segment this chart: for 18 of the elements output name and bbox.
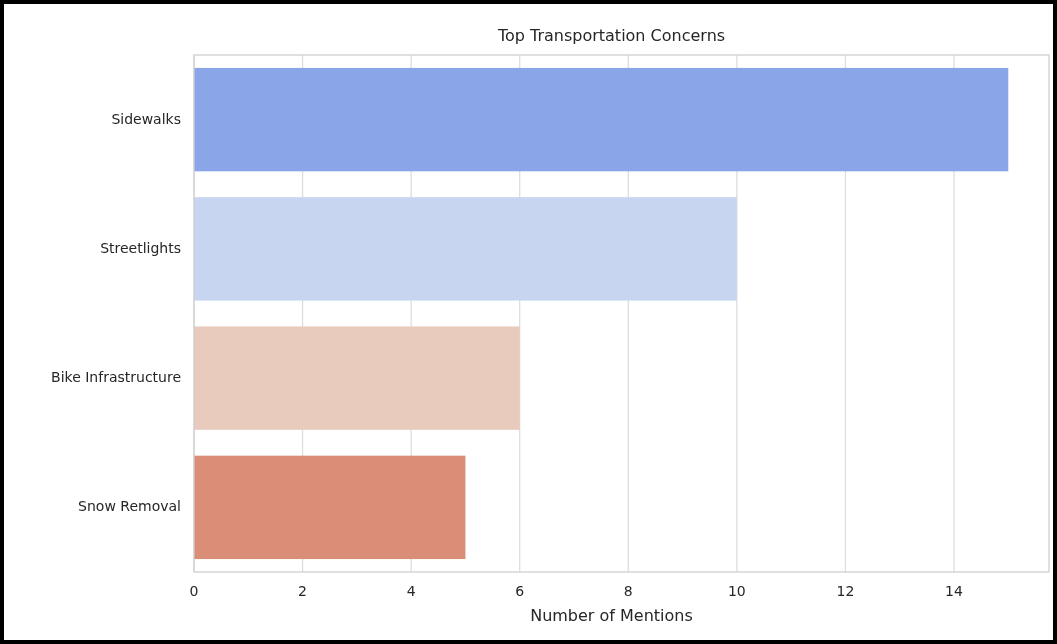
x-tick-label: 10: [727, 583, 746, 599]
bar: [194, 326, 520, 430]
x-tick-label: 4: [406, 583, 416, 599]
bar: [194, 197, 737, 301]
x-tick-label: 14: [945, 583, 963, 599]
x-tick-label: 8: [623, 583, 633, 599]
chart-title: Top Transportation Concerns: [496, 26, 726, 45]
y-tick-label: Streetlights: [100, 239, 181, 256]
x-tick-label: 12: [836, 583, 855, 599]
x-tick-label: 2: [298, 583, 308, 599]
y-tick-label: Bike Infrastructure: [51, 369, 181, 386]
y-tick-label: Sidewalks: [111, 110, 181, 127]
x-axis-title: Number of Mentions: [530, 606, 693, 625]
x-tick-label: 0: [189, 583, 199, 599]
bar: [194, 455, 466, 560]
y-tick-label: Snow Removal: [78, 498, 181, 515]
x-tick-label: 6: [515, 583, 525, 599]
bar: [194, 67, 1009, 172]
